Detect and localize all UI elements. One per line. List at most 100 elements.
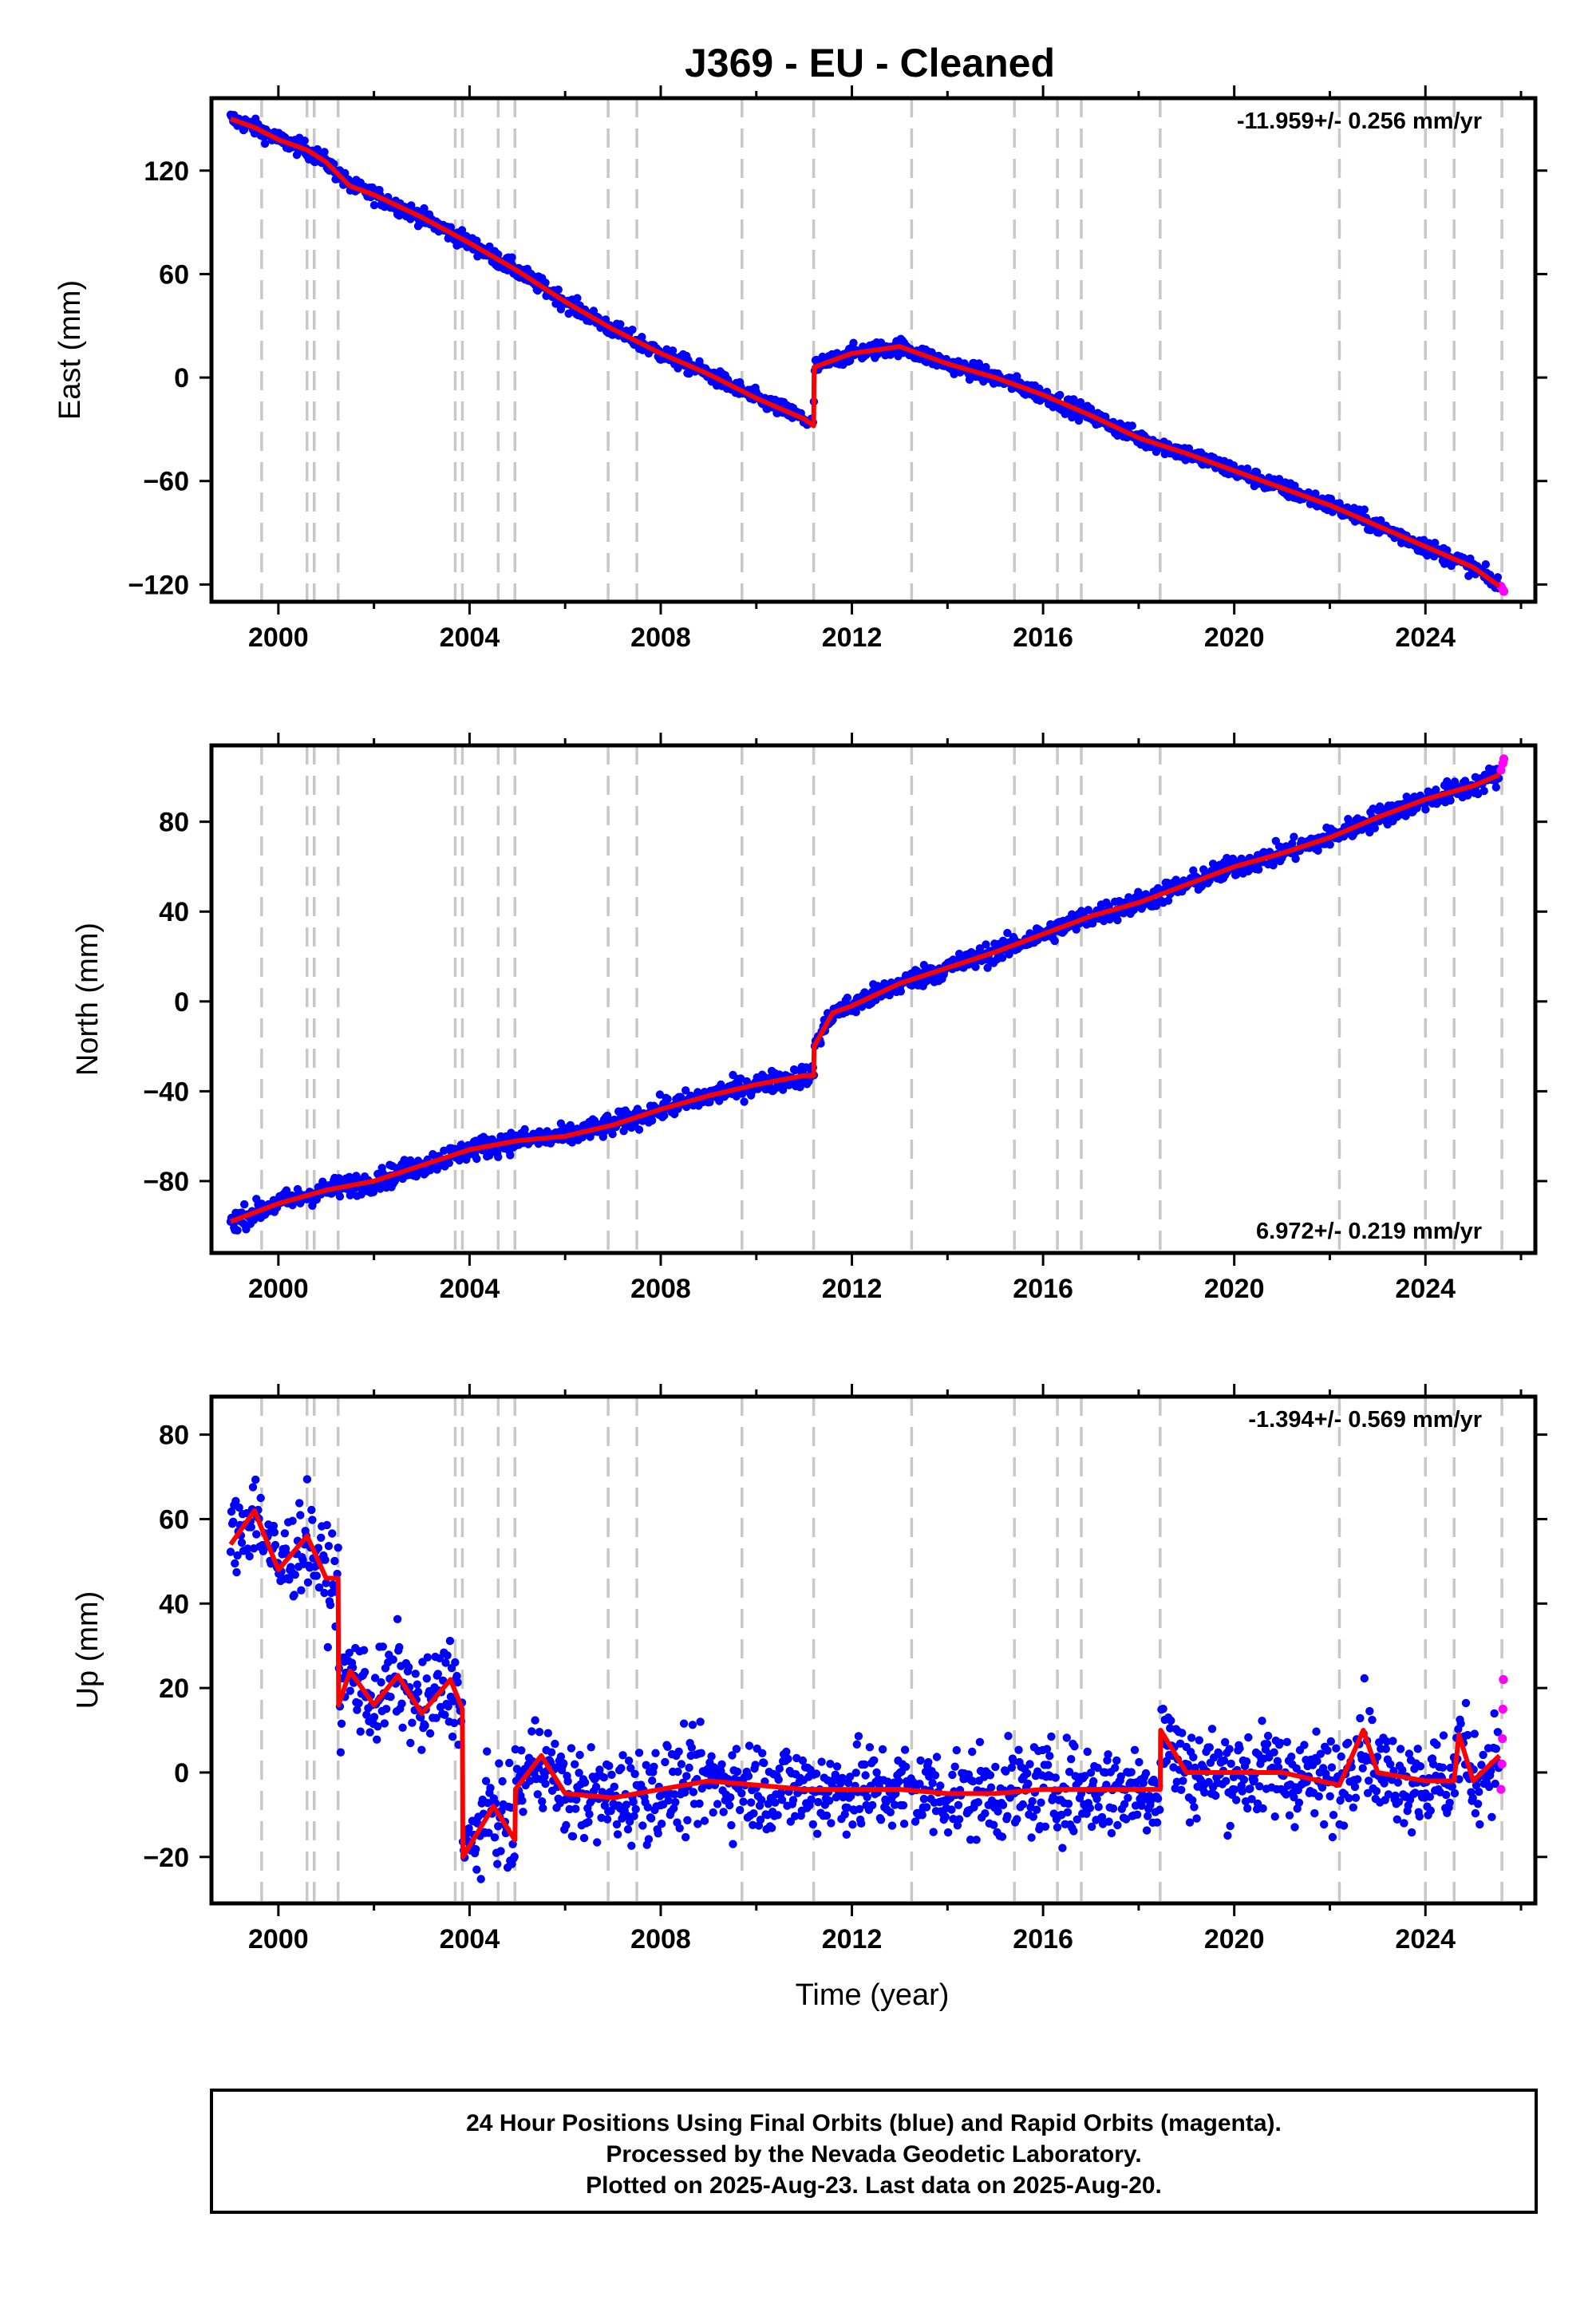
final-orbit-point [1102,1780,1111,1789]
final-orbit-point [612,1820,622,1829]
final-orbit-point [860,1760,869,1769]
final-orbit-point [538,1797,547,1806]
final-orbit-point [1313,1757,1321,1765]
y-tick-label: −20 [143,1843,189,1873]
final-orbit-point [950,1762,959,1771]
rapid-orbit-point [1499,754,1509,764]
final-orbit-point [1215,1749,1223,1759]
final-orbit-point [1349,1803,1358,1812]
final-orbit-point [1023,1769,1032,1778]
x-tick-label: 2008 [630,1924,691,1954]
final-orbit-point [1461,1698,1471,1708]
final-orbit-point [512,1765,522,1773]
final-orbit-point [744,1772,753,1780]
footer-line: Processed by the Nevada Geodetic Laborat… [606,2141,1141,2168]
final-orbit-point [380,1719,389,1728]
final-orbit-point [732,1745,741,1753]
final-orbit-point [902,1762,911,1771]
final-orbit-point [508,253,516,262]
final-orbit-point [243,1544,252,1553]
final-orbit-point [484,1799,492,1808]
final-orbit-point [812,1829,822,1838]
y-tick-label: −120 [128,570,189,600]
final-orbit-point [1416,1762,1425,1771]
final-orbit-point [737,1788,746,1798]
final-orbit-point [1083,1747,1092,1757]
final-orbit-point [928,1779,937,1788]
final-orbit-point [719,1808,728,1816]
final-orbit-point [990,1820,998,1829]
final-orbit-point [1088,919,1097,928]
final-orbit-point [827,1819,836,1828]
final-orbit-point [610,1782,618,1791]
final-orbit-point [1432,1741,1441,1749]
final-orbit-point [1381,1745,1391,1753]
final-orbit-point [778,1085,788,1094]
final-orbit-point [386,1693,395,1701]
final-orbit-point [675,1824,684,1832]
y-tick-label: 0 [174,1758,189,1788]
final-orbit-point [1328,1832,1337,1842]
final-orbit-point [260,139,270,148]
final-orbit-point [322,1520,331,1530]
final-orbit-point [1351,1793,1361,1802]
final-orbit-point [685,1763,693,1773]
model-fit-line [229,117,1501,589]
final-orbit-point [952,1745,962,1755]
final-orbit-point [745,1741,754,1750]
final-orbit-point [899,1820,909,1828]
x-tick-label: 2008 [630,1274,691,1304]
final-orbit-point [1391,1791,1400,1800]
final-orbit-point [947,1805,956,1814]
final-orbit-point [757,1796,766,1804]
final-orbit-point [1243,1804,1252,1813]
final-orbit-point [498,1777,507,1786]
final-orbit-point [314,1543,323,1552]
final-orbit-point [229,1517,238,1527]
final-orbit-point [1276,1738,1285,1747]
final-orbit-point [1393,1778,1403,1787]
final-orbit-point [1407,1828,1416,1837]
x-tick-label: 2012 [822,1274,883,1304]
final-orbit-point [322,1579,330,1587]
final-orbit-point [1175,1739,1185,1748]
final-orbit-point [1311,489,1320,498]
final-orbit-point [1450,1788,1460,1798]
final-orbit-point [568,1832,578,1841]
final-orbit-point [539,1804,547,1812]
final-orbit-point [336,1748,346,1757]
final-orbit-point [776,1788,786,1797]
final-orbit-point [1070,1742,1079,1751]
final-orbit-point [1327,1763,1337,1772]
final-orbit-point [661,1757,670,1767]
final-orbit-point [832,1762,842,1771]
final-orbit-point [362,1710,371,1719]
final-orbit-point [751,1761,760,1769]
final-orbit-point [297,1586,306,1595]
final-orbit-point [1137,1801,1146,1810]
final-orbit-point [671,1798,680,1807]
final-orbit-point [1159,1705,1167,1713]
final-orbit-point [782,1747,791,1757]
final-orbit-point [495,1759,504,1768]
final-orbit-point [506,1151,515,1160]
final-orbit-point [395,1642,404,1652]
final-orbit-point [623,1825,633,1834]
x-tick-label: 2012 [822,1924,883,1954]
final-orbit-point [613,1830,622,1839]
final-orbit-point [1310,1808,1319,1818]
final-orbit-point [1112,1756,1121,1765]
final-orbit-point [1287,1753,1296,1761]
y-tick-label: 80 [159,808,189,838]
final-orbit-point [616,320,625,329]
final-orbit-point [655,1090,665,1099]
final-orbit-point [899,1800,908,1810]
final-orbit-point [483,1747,492,1756]
final-orbit-point [687,1743,696,1752]
final-orbit-point [1439,1731,1448,1740]
final-orbit-point [1344,1738,1353,1747]
final-orbit-point [472,1154,481,1164]
final-orbit-point [986,1783,996,1792]
final-orbit-point [1156,1805,1164,1814]
